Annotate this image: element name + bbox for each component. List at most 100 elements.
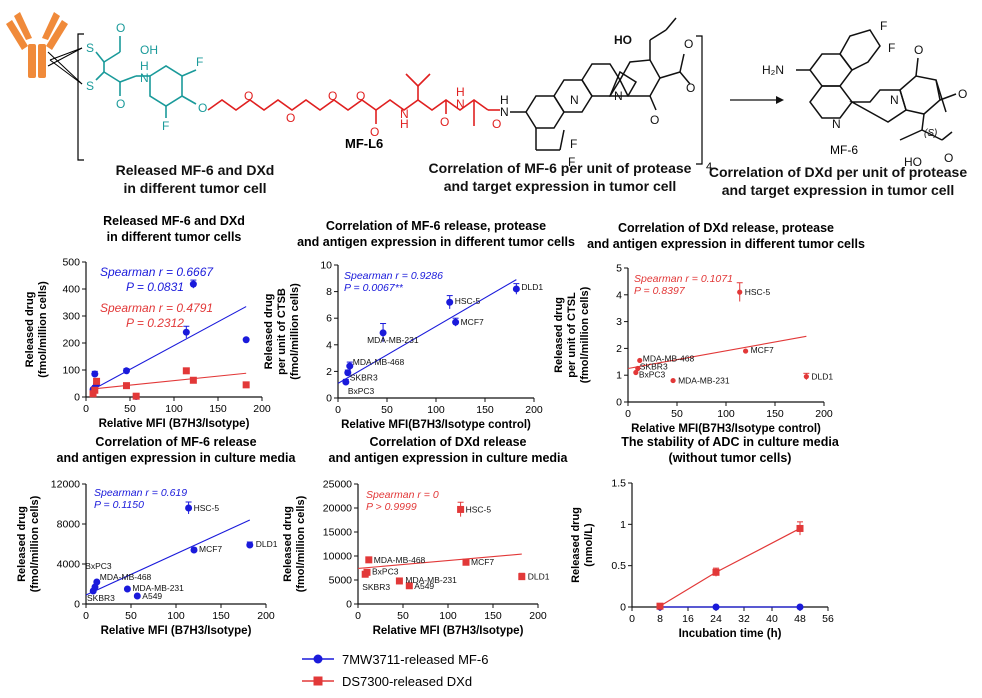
stat-spearman: Spearman r = 0.6667 bbox=[100, 265, 214, 279]
x-tick-label: 150 bbox=[212, 610, 230, 622]
x-tick-label: 0 bbox=[355, 610, 361, 622]
data-point bbox=[91, 370, 99, 378]
svg-text:H: H bbox=[140, 59, 149, 73]
x-tick-label: 50 bbox=[381, 404, 393, 416]
data-point bbox=[633, 369, 639, 376]
data-point bbox=[133, 592, 141, 600]
data-point bbox=[91, 386, 99, 394]
point-label: DLD1 bbox=[528, 572, 550, 582]
point-label: HSC-5 bbox=[455, 296, 481, 306]
y-axis-label: (fmol/million cells) bbox=[37, 281, 49, 378]
data-point bbox=[246, 541, 254, 549]
y-tick-label: 8000 bbox=[57, 519, 81, 531]
series-2 bbox=[656, 521, 804, 610]
data-point bbox=[93, 377, 101, 385]
data-point bbox=[132, 392, 140, 400]
chart-title: Correlation of MF-6 release, protease bbox=[326, 219, 546, 233]
point-label: MDA-MB-468 bbox=[374, 555, 426, 565]
heading-overlay: in different tumor cell bbox=[123, 180, 266, 196]
y-tick-label: 4 bbox=[326, 339, 332, 351]
y-axis-label: Released drug bbox=[263, 294, 275, 370]
x-axis-label: Relative MFI (B7H3/Isotype) bbox=[373, 625, 524, 637]
x-axis-label: Incubation time (h) bbox=[679, 628, 782, 640]
data-point bbox=[712, 568, 720, 576]
point-label: DLD1 bbox=[256, 539, 278, 549]
legend-label: 7MW3711-released MF-6 bbox=[342, 652, 488, 667]
y-tick-label: 0 bbox=[74, 599, 80, 611]
svg-text:O: O bbox=[686, 81, 695, 95]
point-label: DLD1 bbox=[811, 372, 833, 382]
legend-marker-circle bbox=[313, 654, 323, 664]
y-axis-label: (fmol/million cells) bbox=[29, 495, 41, 592]
svg-text:H: H bbox=[400, 117, 409, 131]
series-1 bbox=[85, 501, 254, 600]
data-point bbox=[189, 376, 197, 384]
data-point bbox=[656, 602, 664, 610]
stat-p-value: P = 0.2312 bbox=[126, 316, 184, 330]
y-tick-label: 0 bbox=[326, 393, 332, 405]
x-tick-label: 150 bbox=[209, 403, 227, 415]
data-point bbox=[123, 585, 131, 593]
stat-p-value: P = 0.8397 bbox=[634, 285, 686, 297]
point-label: MCF7 bbox=[199, 544, 222, 554]
data-point bbox=[344, 369, 352, 377]
chart-title: and antigen expression in culture media bbox=[57, 451, 297, 465]
data-point bbox=[122, 367, 130, 375]
x-tick-label: 150 bbox=[476, 404, 494, 416]
y-tick-label: 4 bbox=[616, 289, 622, 301]
data-point bbox=[395, 577, 403, 585]
point-label: SKBR3 bbox=[362, 582, 390, 592]
chart-title: and antigen expression in culture media bbox=[329, 451, 569, 465]
x-axis-label: Relative MFI(B7H3/Isotype control) bbox=[631, 423, 821, 435]
svg-text:H: H bbox=[500, 93, 509, 107]
x-tick-label: 16 bbox=[682, 613, 694, 625]
svg-text:O: O bbox=[684, 37, 693, 51]
svg-text:O: O bbox=[370, 125, 379, 139]
point-label: BxPC3 bbox=[348, 386, 375, 396]
series-2 bbox=[89, 367, 250, 400]
section-headings: Released MF-6 and DXd in different tumor… bbox=[116, 160, 968, 198]
legend-item-dxd: DS7300-released DXd bbox=[302, 674, 472, 689]
data-point bbox=[182, 367, 190, 375]
point-label: HSC-5 bbox=[745, 287, 771, 297]
point-label: A549 bbox=[414, 581, 434, 591]
point-label: BxPC3 bbox=[372, 566, 399, 576]
series-1 bbox=[656, 603, 804, 611]
svg-text:S: S bbox=[86, 79, 94, 93]
data-point bbox=[452, 318, 460, 326]
svg-text:O: O bbox=[116, 97, 125, 111]
stat-p-value: P = 0.1150 bbox=[94, 499, 144, 511]
svg-text:F: F bbox=[196, 55, 203, 69]
left-bracket bbox=[77, 33, 84, 161]
y-axis-label: (fmol/million cells) bbox=[295, 495, 307, 592]
payload-label: MF-6 bbox=[830, 143, 858, 157]
black-atoms: H N N N O O O HO F F bbox=[500, 33, 695, 169]
y-tick-label: 0 bbox=[346, 599, 352, 611]
point-label: MCF7 bbox=[461, 317, 484, 327]
svg-text:F: F bbox=[880, 19, 887, 33]
point-label: HSC-5 bbox=[194, 503, 220, 513]
y-tick-label: 1 bbox=[616, 370, 622, 382]
chart-title: and antigen expression in different tumo… bbox=[297, 235, 575, 249]
point-label: DLD1 bbox=[521, 282, 543, 292]
data-point bbox=[363, 568, 371, 576]
chart-5: Correlation of DXd release and antigen ex… bbox=[282, 435, 569, 637]
x-tick-label: 200 bbox=[529, 610, 547, 622]
chart-title: Correlation of DXd release bbox=[370, 435, 527, 449]
y-tick-label: 3 bbox=[616, 316, 622, 328]
chart-title: Released MF-6 and DXd bbox=[103, 214, 245, 228]
heading-overlay: Correlation of DXd per unit of protease bbox=[709, 164, 967, 180]
y-tick-label: 0 bbox=[616, 397, 622, 409]
y-tick-label: 12000 bbox=[51, 479, 80, 491]
data-point bbox=[446, 298, 454, 306]
x-tick-label: 100 bbox=[167, 610, 185, 622]
stat-p-value: P = 0.0067** bbox=[344, 282, 404, 294]
data-point bbox=[796, 603, 804, 611]
x-tick-label: 0 bbox=[625, 408, 631, 420]
y-tick-label: 2 bbox=[326, 366, 332, 378]
x-tick-label: 56 bbox=[822, 613, 834, 625]
svg-text:H: H bbox=[456, 85, 465, 99]
y-tick-label: 6 bbox=[326, 313, 332, 325]
red-fragment bbox=[207, 73, 500, 126]
chemical-scheme: 4 S S OH O H bbox=[6, 12, 967, 173]
